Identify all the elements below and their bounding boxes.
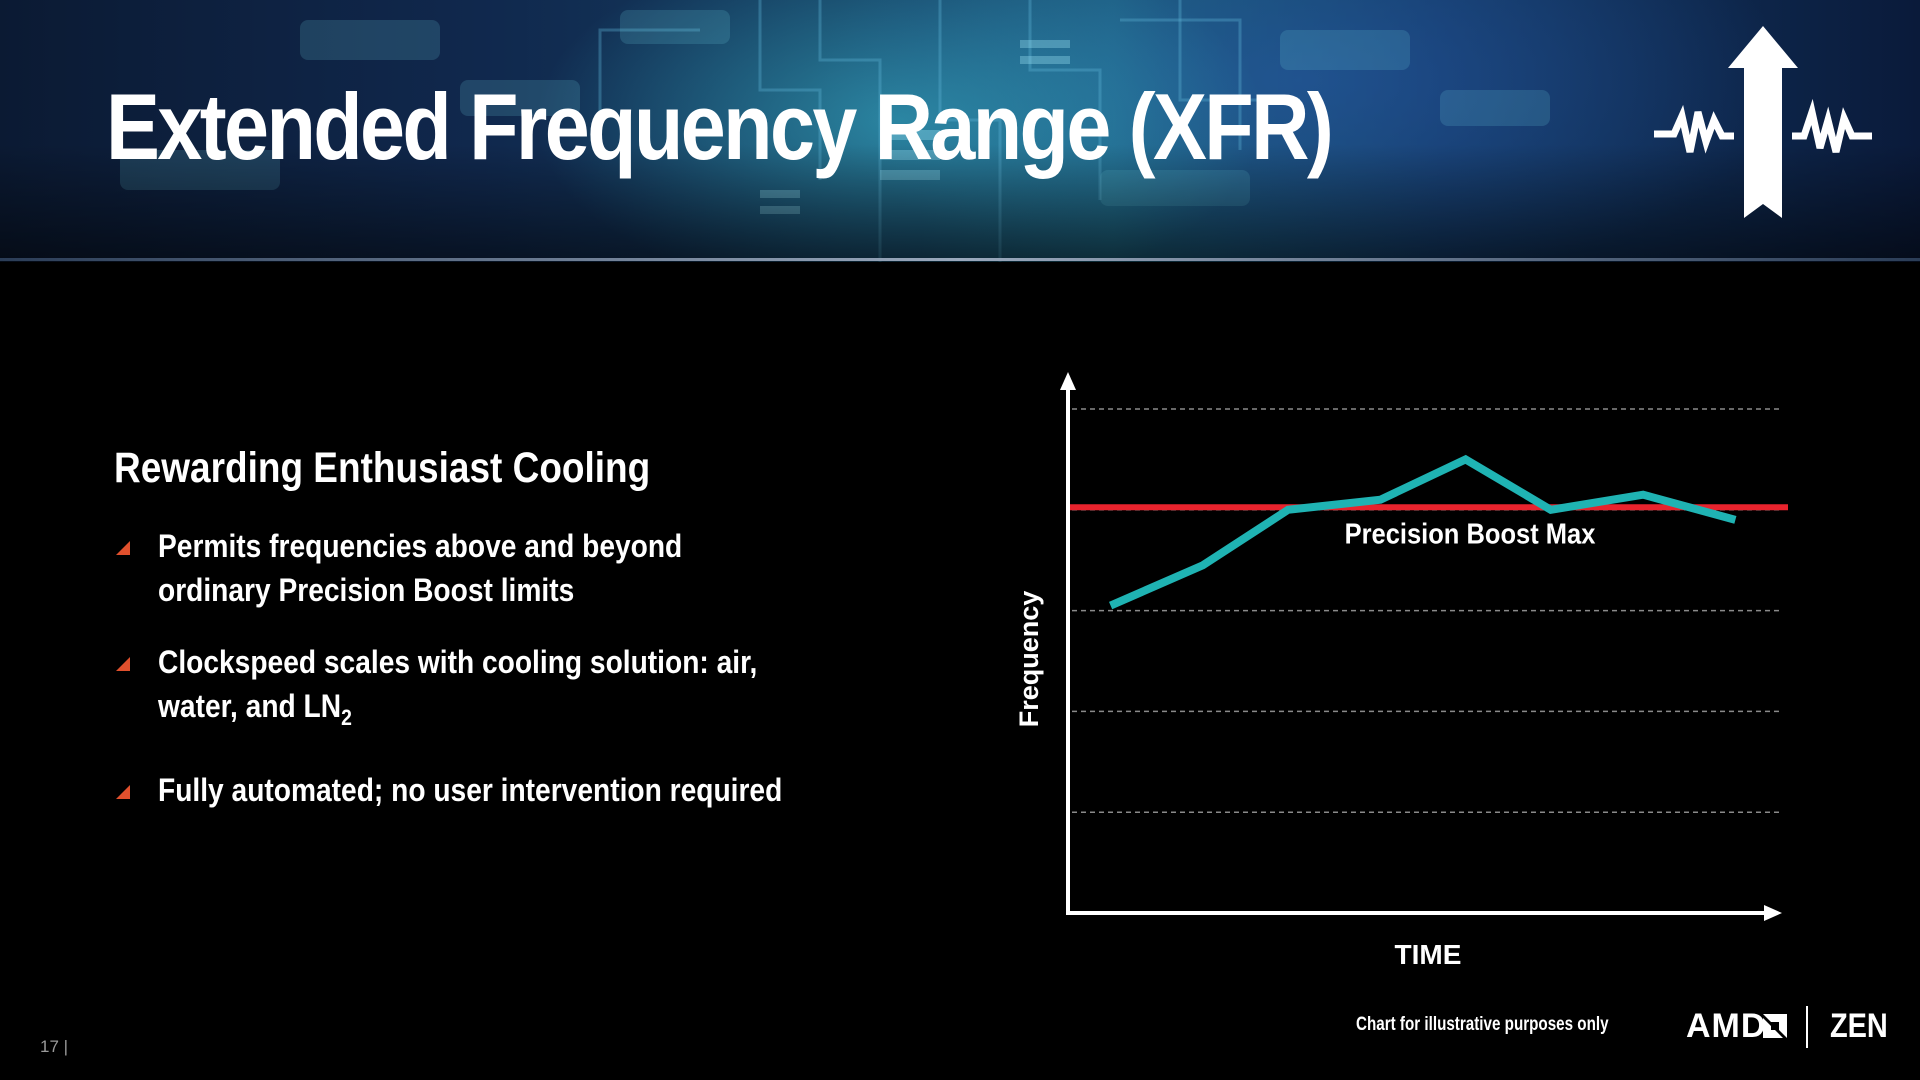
series xyxy=(1108,454,1737,610)
banner-divider xyxy=(0,258,1920,261)
brand-divider xyxy=(1806,1006,1808,1048)
x-axis-arrow-icon xyxy=(1764,905,1782,921)
x-axis-label: TIME xyxy=(1395,939,1462,970)
bullet-item: Permits frequencies above and beyond ord… xyxy=(114,524,874,612)
amd-logo-text: AMD xyxy=(1686,1007,1767,1045)
section-heading: Rewarding Enthusiast Cooling xyxy=(114,444,651,492)
zen-logo-text: ZEN xyxy=(1830,1007,1888,1045)
bullet-item: Clockspeed scales with cooling solution:… xyxy=(114,640,874,740)
axes xyxy=(1060,372,1782,921)
series-line xyxy=(1108,454,1737,610)
bullet-text: Fully automated; no user intervention re… xyxy=(158,772,783,808)
title-banner: Extended Frequency Range (XFR) xyxy=(0,0,1920,262)
bullet-text-main: Clockspeed scales with cooling solution:… xyxy=(158,644,758,724)
triangle-bullet-icon xyxy=(116,657,130,671)
gridlines xyxy=(1072,408,1782,813)
triangle-bullet-icon xyxy=(116,785,130,799)
reference-line-label: Precision Boost Max xyxy=(1345,517,1596,550)
bullet-text: Permits frequencies above and beyond ord… xyxy=(158,528,683,608)
slide-title: Extended Frequency Range (XFR) xyxy=(106,74,1334,179)
triangle-bullet-icon xyxy=(116,541,130,555)
subscript: 2 xyxy=(341,705,352,730)
bullet-list: Permits frequencies above and beyond ord… xyxy=(114,524,874,840)
bullet-text: Clockspeed scales with cooling solution:… xyxy=(158,640,788,740)
bullet-item: Fully automated; no user intervention re… xyxy=(114,768,874,812)
y-axis-label: Frequency xyxy=(1014,591,1044,728)
page-number: 17 | xyxy=(40,1037,69,1056)
disclaimer-note: Chart for illustrative purposes only xyxy=(1356,1014,1609,1035)
amd-arrow-logo-icon xyxy=(1763,1014,1787,1038)
y-axis-arrow-icon xyxy=(1060,372,1076,390)
frequency-boost-arrow-icon xyxy=(1654,26,1872,218)
reference-lines: Precision Boost Max xyxy=(1070,504,1788,550)
